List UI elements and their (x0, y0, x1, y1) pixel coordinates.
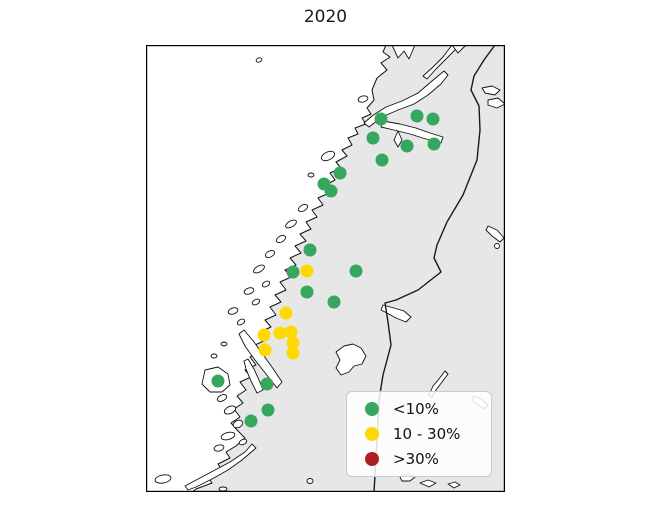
data-point (375, 153, 389, 167)
legend-marker-red-icon (365, 451, 379, 466)
data-point (349, 264, 363, 278)
border-line (373, 45, 496, 492)
data-point (366, 131, 380, 145)
data-point (286, 336, 300, 350)
data-point (273, 326, 287, 340)
data-point (427, 137, 441, 151)
legend-marker-yellow-icon (365, 426, 379, 441)
data-point (279, 306, 293, 320)
data-point (327, 295, 341, 309)
legend-row: <10% (357, 400, 481, 418)
legend-label: 10 - 30% (393, 424, 461, 443)
data-points-layer (211, 109, 441, 428)
data-point (300, 264, 314, 278)
data-point (286, 265, 300, 279)
legend-marker-green-icon (365, 402, 379, 417)
legend-row: >30% (357, 450, 481, 468)
data-point (333, 166, 347, 180)
data-point (410, 109, 424, 123)
legend-row: 10 - 30% (357, 425, 481, 443)
data-point (286, 346, 300, 360)
data-point (374, 112, 388, 126)
plot-frame (146, 45, 505, 492)
legend-label: >30% (393, 449, 439, 468)
lakes (335, 85, 505, 489)
legend-label: <10% (393, 400, 439, 419)
data-point (257, 328, 271, 342)
legend: <10% 10 - 30% >30% (346, 391, 492, 477)
data-point (400, 139, 414, 153)
data-point (426, 112, 440, 126)
data-point (211, 374, 225, 388)
data-point (258, 343, 272, 357)
data-point (300, 285, 314, 299)
data-point (261, 403, 275, 417)
data-point (284, 325, 298, 339)
islands (154, 57, 369, 492)
map-plot-area (146, 45, 505, 492)
data-point (260, 377, 274, 391)
data-point (244, 414, 258, 428)
data-point (324, 184, 338, 198)
chart-title: 2020 (303, 7, 348, 27)
fjords (243, 45, 468, 394)
data-point (303, 243, 317, 257)
